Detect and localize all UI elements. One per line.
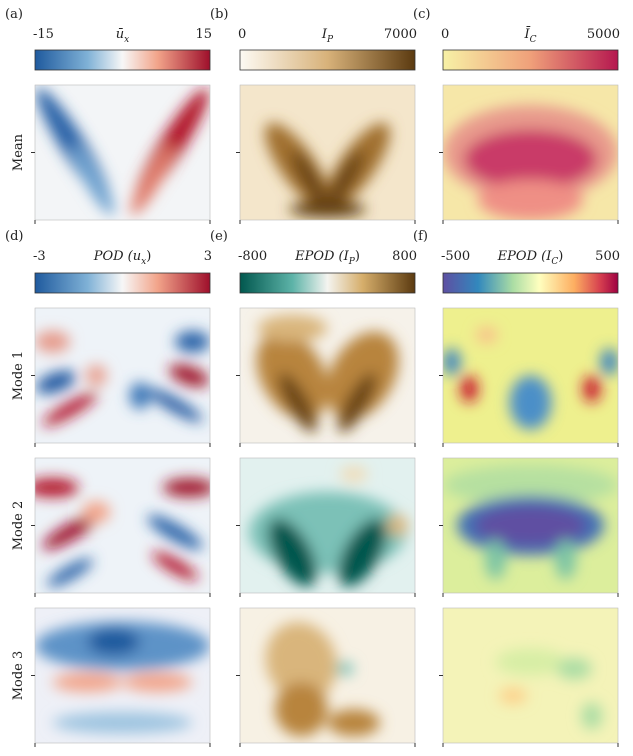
field-feature [475,505,587,546]
field-feature [555,539,576,580]
field-feature [26,478,79,497]
field-feature [510,376,552,430]
label-text: ū [116,27,124,42]
colorbar [443,50,618,70]
label-sub: C [530,35,537,45]
panel-letter: (e) [210,229,228,244]
colorbar-min: 0 [238,27,246,42]
field-feature [86,365,107,387]
field-feature [258,315,328,342]
row-label: Mode 1 [11,351,26,401]
label-after: ) [558,249,563,264]
panel-letter: (d) [5,229,23,244]
field-feature [275,682,328,736]
field-feature [53,673,123,692]
colorbar-label: POD (ux) [93,249,152,267]
field-feature [340,466,368,482]
colorbar-label: EPOD (IP) [294,249,360,267]
field-feature [461,376,479,403]
row-label: Mean [11,133,26,171]
colorbar-max: 3 [204,249,212,264]
colorbar-max: 5000 [587,27,620,42]
field-feature [499,688,527,704]
field-feature [88,628,141,655]
colorbar-max: 7000 [384,27,417,42]
colorbar-max: 800 [392,249,417,264]
field-feature [328,709,381,736]
field-panel [240,608,415,743]
field-feature [175,331,210,353]
field-feature [336,662,354,676]
colorbar-max: 15 [195,27,212,42]
field-panel [443,85,618,220]
colorbar-label: EPOD (IC) [497,249,564,267]
field-panel [240,85,415,220]
field-background [35,85,210,220]
colorbar [35,50,210,70]
figure: (a) -15 15 ūx (b) 0 7000 IP (c) 0 5000 ĪC (d) -3 3 POD … [0,0,633,752]
field-feature [387,515,408,537]
field-panel [33,308,212,443]
field-feature [476,327,497,343]
field-feature [130,382,151,409]
field-feature [601,349,619,376]
label-sub: x [124,35,129,45]
field-feature [163,478,216,497]
colorbar-min: -15 [33,27,54,42]
label-after: ) [146,249,151,264]
colorbar [35,273,210,293]
field-panel [26,458,215,593]
field-feature [443,349,461,376]
label-sub: P [326,35,334,45]
field-feature [557,658,592,680]
colorbar-label: ĪC [523,26,536,45]
colorbar [240,50,415,70]
field-panel [27,82,217,220]
label-after: ) [355,249,360,264]
field-feature [82,501,110,523]
colorbar-min: -800 [238,249,267,264]
field-panel [443,458,618,593]
colorbar-max: 500 [595,249,620,264]
colorbar [443,273,618,293]
field-panel [240,458,415,594]
colorbar-min: -500 [441,249,470,264]
colorbar [240,273,415,293]
field-feature [583,376,601,403]
colorbar-label: IP [321,27,334,45]
field-feature [53,712,193,734]
label-text: POD (u [93,249,141,264]
field-feature [496,649,566,676]
label-text: EPOD (I [294,249,350,264]
panel-letter: (f) [413,229,428,244]
colorbar-min: -3 [33,249,46,264]
panel-letter: (b) [210,7,228,22]
field-feature [35,331,70,353]
field-panel [240,308,415,443]
field-panel [443,308,618,443]
field-panel [35,608,210,743]
panel-letter: (a) [5,7,23,22]
field-feature [123,673,193,692]
field-panel [443,608,618,743]
colorbar-label: ūx [116,27,129,45]
row-label: Mode 2 [11,501,26,551]
label-text: EPOD (I [497,249,553,264]
colorbar-min: 0 [441,27,449,42]
field-feature [485,539,506,580]
field-feature [581,703,602,730]
row-label: Mode 3 [11,651,26,701]
panel-letter: (c) [413,7,430,22]
field-feature [478,180,583,221]
